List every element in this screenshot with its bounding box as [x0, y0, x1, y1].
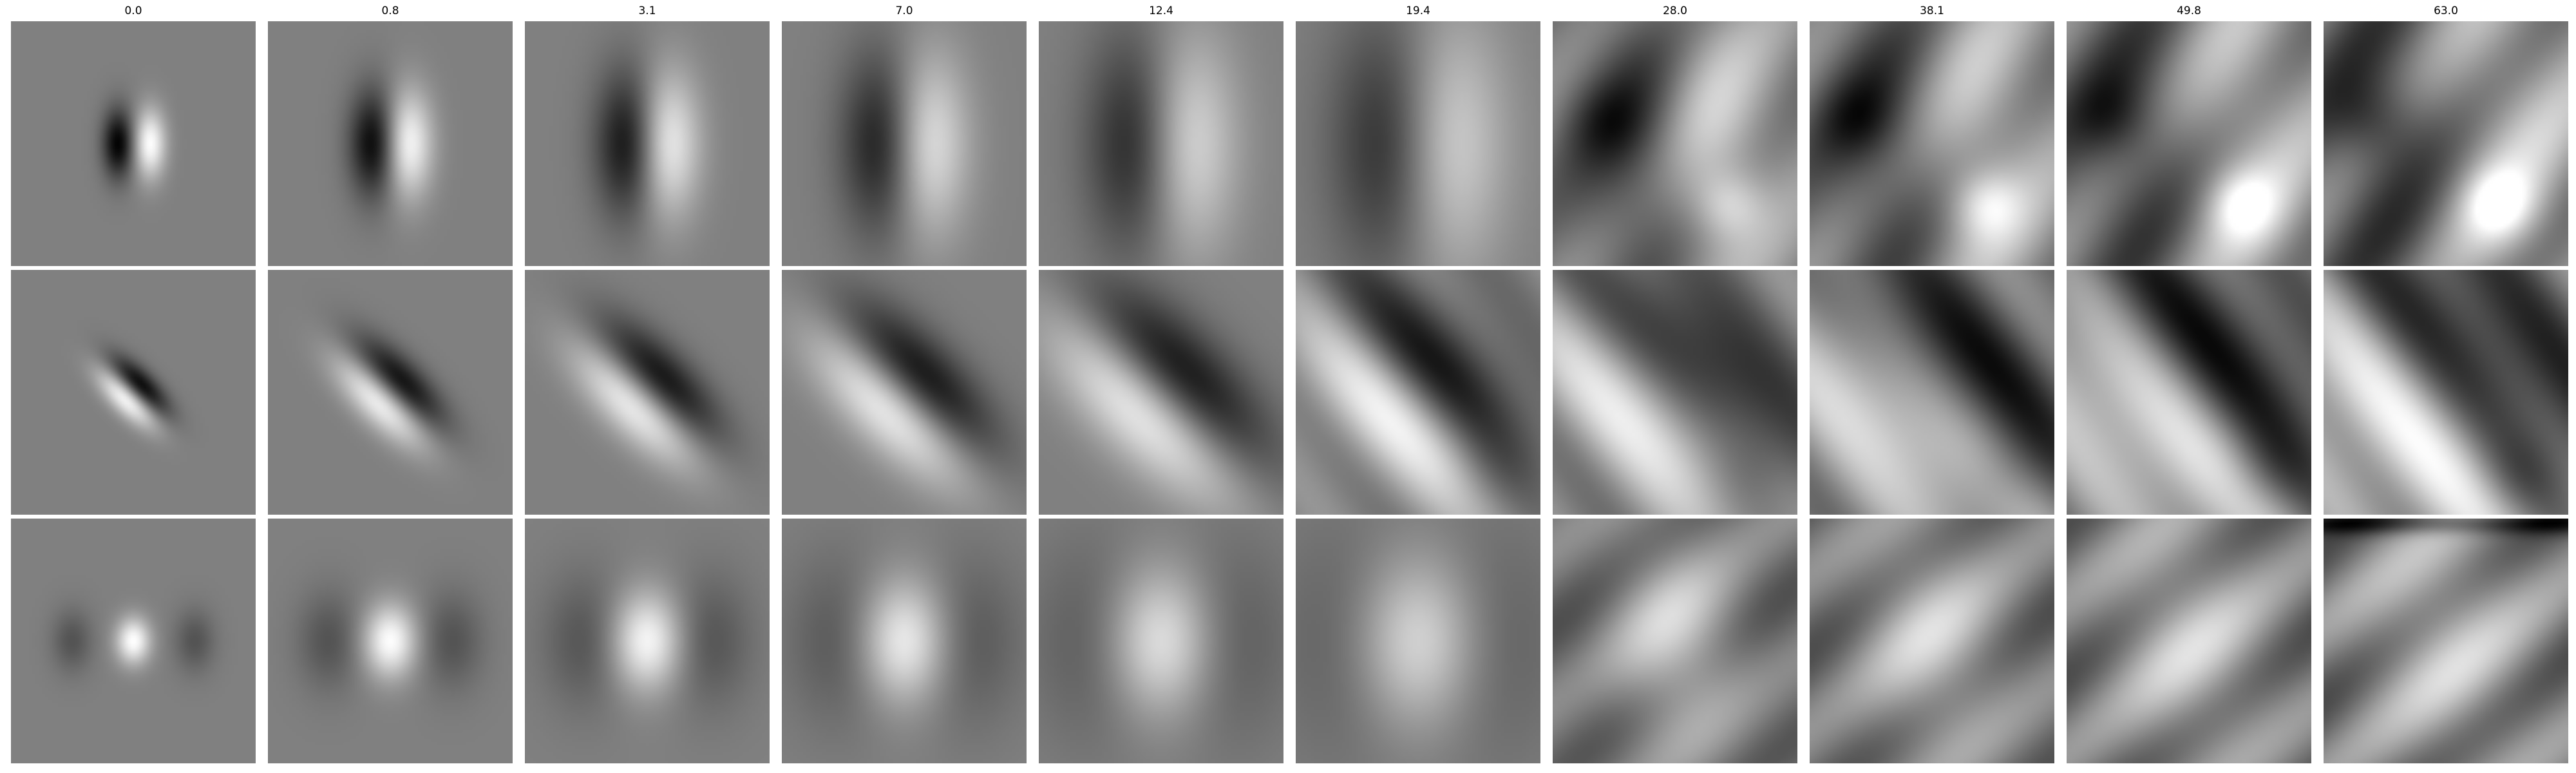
column-title-5: 19.4 [1406, 5, 1430, 17]
filter-panel-r1-c5 [1039, 21, 1283, 266]
column-title-8: 49.8 [2177, 5, 2201, 17]
filter-panel-r2-c6 [1296, 270, 1540, 515]
column-title-7: 38.1 [1920, 5, 1944, 17]
column-title-4: 12.4 [1149, 5, 1173, 17]
filter-panel-r1-c4 [782, 21, 1027, 266]
filter-panel-r3-c7 [1553, 519, 1797, 763]
column-title-1: 0.8 [381, 5, 399, 17]
filter-panel-r2-c3 [525, 270, 770, 515]
filter-panel-r3-c1 [11, 519, 256, 763]
filter-panel-r2-c9 [2067, 270, 2311, 515]
filter-panel-r1-c8 [1810, 21, 2054, 266]
filter-panel-r3-c6 [1296, 519, 1540, 763]
column-title-2: 3.1 [638, 5, 656, 17]
filter-panel-r3-c9 [2067, 519, 2311, 763]
filter-panel-r3-c2 [268, 519, 513, 763]
filter-panel-r1-c6 [1296, 21, 1540, 266]
filter-panel-r2-c5 [1039, 270, 1283, 515]
filter-panel-r2-c1 [11, 270, 256, 515]
filter-panel-r2-c10 [2324, 270, 2568, 515]
filter-panel-r1-c1 [11, 21, 256, 266]
column-title-3: 7.0 [895, 5, 913, 17]
filter-panel-r2-c4 [782, 270, 1027, 515]
column-title-6: 28.0 [1663, 5, 1687, 17]
filter-panel-r3-c3 [525, 519, 770, 763]
column-title-0: 0.0 [124, 5, 142, 17]
filter-panel-r3-c5 [1039, 519, 1283, 763]
filter-panel-r1-c9 [2067, 21, 2311, 266]
filter-panel-r3-c10 [2324, 519, 2568, 763]
filter-panel-r1-c7 [1553, 21, 1797, 266]
filter-panel-r2-c2 [268, 270, 513, 515]
filter-panel-r1-c2 [268, 21, 513, 266]
filter-panel-r2-c8 [1810, 270, 2054, 515]
filter-panel-r2-c7 [1553, 270, 1797, 515]
filter-panel-r1-c10 [2324, 21, 2568, 266]
filter-panel-r3-c8 [1810, 519, 2054, 763]
filter-panel-r1-c3 [525, 21, 770, 266]
column-title-9: 63.0 [2434, 5, 2458, 17]
filter-panel-r3-c4 [782, 519, 1027, 763]
